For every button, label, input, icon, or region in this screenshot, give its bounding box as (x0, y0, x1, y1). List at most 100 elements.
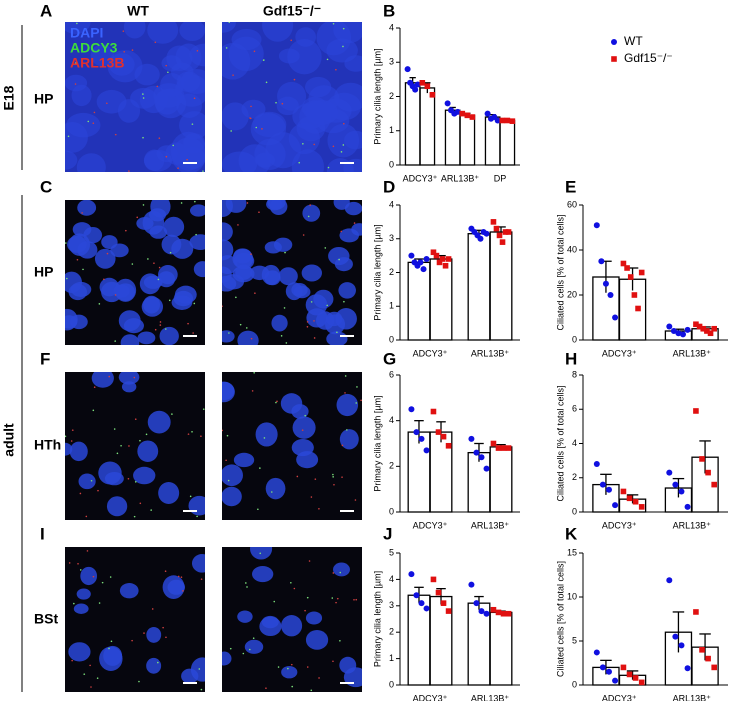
y-axis-label: Primary cilia length [µm] (372, 395, 382, 491)
nucleus (335, 308, 357, 330)
nucleus (327, 123, 360, 158)
bar (419, 87, 436, 166)
cilium-dot (153, 262, 155, 264)
cilium-dot (138, 680, 140, 683)
y-tick-label: 4 (389, 22, 394, 32)
nucleus (143, 275, 163, 289)
nucleus (334, 82, 362, 112)
cilium-dot (142, 97, 145, 99)
cilium-dot (165, 64, 168, 67)
cilium-dot (262, 59, 265, 61)
nucleus (158, 265, 178, 285)
cilium-dot (147, 258, 149, 260)
cilium-dot (202, 170, 204, 172)
cilium-dot (192, 332, 194, 334)
data-point (478, 454, 485, 461)
nucleus (295, 27, 317, 47)
nucleus (158, 482, 180, 505)
data-point (404, 66, 411, 73)
nucleus (305, 630, 329, 650)
y-tick-label: 6 (389, 369, 394, 379)
nucleus (146, 626, 162, 643)
data-point (435, 589, 442, 596)
cilium-dot (327, 166, 330, 169)
nucleus (171, 238, 194, 259)
cilium-dot (82, 268, 84, 271)
data-point (672, 481, 679, 488)
cilium-dot (114, 340, 116, 342)
data-point (430, 249, 437, 256)
nucleus (343, 158, 362, 172)
data-point (607, 292, 614, 298)
cilium-dot (281, 102, 284, 105)
data-point (598, 258, 605, 265)
cilium-dot (202, 408, 205, 410)
cilium-dot (336, 331, 338, 334)
nucleus (106, 496, 128, 517)
nucleus (159, 326, 179, 345)
nucleus (65, 22, 91, 35)
cilium-dot (258, 211, 260, 214)
cilium-dot (344, 392, 346, 394)
nucleus (66, 112, 101, 138)
x-tick-label: ARL13B⁺ (673, 520, 712, 530)
cilium-dot (310, 689, 313, 692)
cilium-dot (74, 83, 77, 85)
data-point (490, 440, 497, 447)
cilium-dot (280, 335, 283, 337)
data-point (423, 256, 430, 262)
cilium-dot (245, 327, 248, 329)
nucleus (77, 241, 98, 259)
nucleus (222, 222, 233, 242)
y-tick-label: 8 (572, 369, 577, 379)
cilium-dot (309, 204, 311, 206)
cilium-dot (298, 161, 301, 164)
cilium-dot (235, 296, 237, 299)
data-point (502, 229, 509, 235)
data-point (440, 433, 447, 440)
cilium-dot (128, 170, 130, 172)
cilium-dot (230, 130, 232, 132)
cilium-dot (109, 576, 112, 578)
cilium-dot (360, 399, 362, 402)
cilium-dot (339, 640, 341, 642)
data-point (495, 445, 502, 451)
cilium-dot (253, 372, 255, 374)
cilium-dot (287, 667, 289, 670)
nucleus (133, 466, 156, 485)
nucleus (222, 381, 235, 403)
row-label: HTh (34, 437, 61, 453)
cilium-dot (306, 321, 309, 323)
data-point (684, 503, 691, 510)
y-tick-label: 1 (389, 125, 394, 135)
nucleus (222, 274, 245, 290)
cilium-dot (335, 601, 337, 604)
data-point (666, 577, 673, 584)
cilium-dot (250, 337, 253, 340)
cilium-dot (186, 158, 188, 161)
data-point (699, 647, 705, 653)
cilium-dot (79, 569, 82, 571)
data-point (445, 256, 452, 262)
cilium-dot (332, 145, 335, 148)
nucleus (264, 241, 282, 254)
cilium-dot (249, 117, 252, 120)
data-point (626, 495, 633, 502)
data-point (444, 100, 451, 107)
cilium-dot (159, 321, 162, 323)
data-point (705, 469, 711, 476)
data-point (495, 609, 502, 616)
nucleus (344, 55, 362, 72)
nucleus (118, 372, 140, 385)
data-point (611, 56, 617, 62)
nucleus (237, 610, 253, 623)
data-point (693, 609, 699, 615)
nucleus (301, 264, 322, 282)
y-tick-label: 3 (389, 600, 394, 610)
cilium-dot (85, 515, 88, 518)
data-point (408, 406, 415, 413)
data-point (423, 605, 430, 612)
micrograph (222, 547, 362, 692)
y-tick-label: 2 (572, 472, 577, 482)
data-point (484, 110, 491, 117)
